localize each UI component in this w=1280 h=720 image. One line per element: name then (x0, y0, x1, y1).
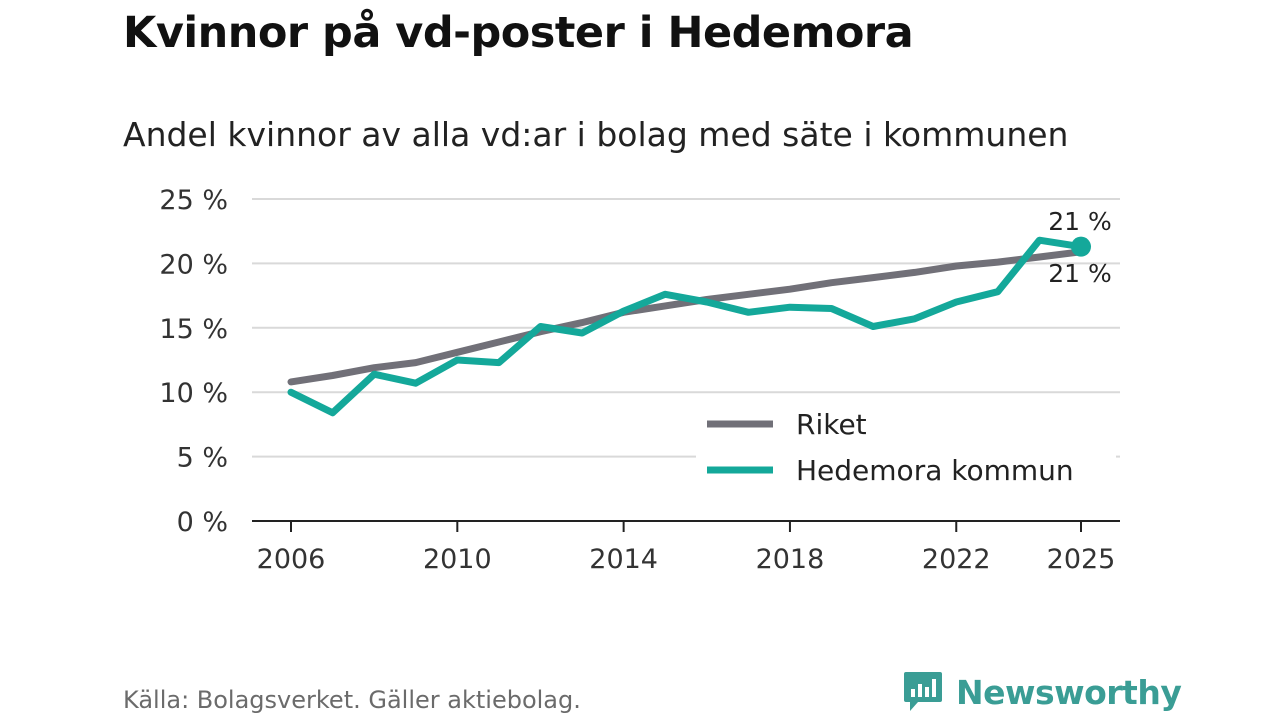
legend: Riket Hedemora kommun (696, 398, 1116, 502)
hedemora-end-label: 21 % (1048, 207, 1112, 236)
x-tick-label: 2018 (756, 544, 825, 575)
end-labels: 21 % 21 % (1048, 207, 1112, 288)
chart-title: Kvinnor på vd-poster i Hedemora (123, 8, 914, 58)
hedemora-end-point (1071, 236, 1091, 257)
newsworthy-logo-icon (904, 672, 942, 711)
legend-label-riket: Riket (796, 408, 867, 441)
x-tick-label: 2014 (589, 544, 658, 575)
x-tick-label: 2022 (922, 544, 991, 575)
series-line-hedemora (287, 236, 1085, 417)
series-lines (287, 236, 1091, 417)
y-tick-label: 20 % (159, 249, 228, 280)
series-line-riket (287, 248, 1085, 386)
y-tick-label: 10 % (159, 378, 228, 409)
y-axis-ticks: 0 % 5 % 10 % 15 % 20 % 25 % (159, 185, 228, 538)
x-tick-label: 2025 (1047, 544, 1116, 575)
riket-end-label: 21 % (1048, 259, 1112, 288)
x-axis-ticks: 2006 2010 2014 2018 2022 2025 (257, 521, 1116, 575)
y-tick-label: 0 % (177, 507, 228, 538)
legend-background (696, 398, 1116, 502)
brand-name: Newsworthy (956, 672, 1182, 712)
legend-label-hedemora: Hedemora kommun (796, 454, 1074, 487)
brand-logo: Newsworthy (902, 670, 1182, 714)
y-tick-label: 15 % (159, 314, 228, 345)
x-tick-label: 2010 (423, 544, 492, 575)
y-tick-label: 5 % (177, 443, 228, 474)
source-note: Källa: Bolagsverket. Gäller aktiebolag. (123, 686, 581, 714)
chart-subtitle: Andel kvinnor av alla vd:ar i bolag med … (123, 115, 1069, 154)
x-tick-label: 2006 (257, 544, 326, 575)
y-tick-label: 25 % (159, 185, 228, 216)
